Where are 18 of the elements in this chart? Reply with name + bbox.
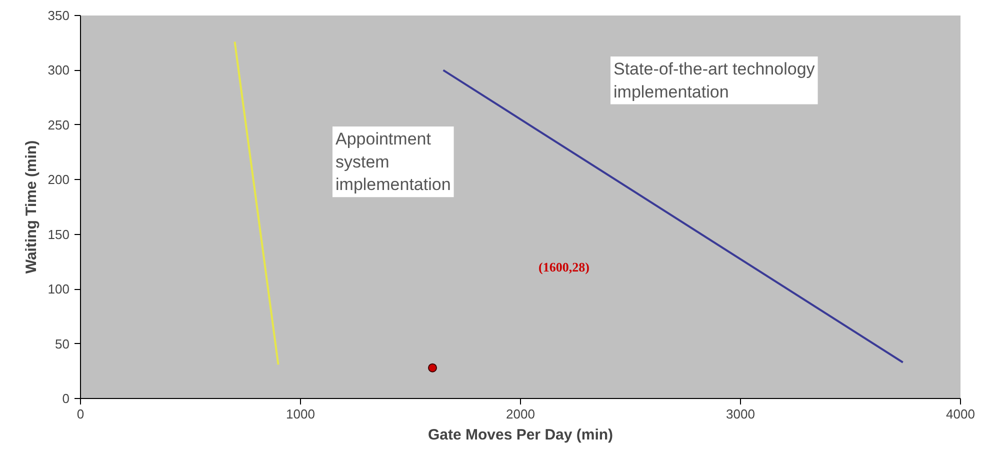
annotation: State-of-the-art technology implementation	[614, 60, 816, 102]
y-tick-label: 50	[55, 336, 70, 352]
x-tick-label: 4000	[946, 406, 975, 422]
y-tick-label: 0	[62, 391, 70, 406]
y-tick-label: 200	[48, 172, 70, 188]
x-tick-label: 3000	[726, 406, 755, 422]
y-axis-title: Waiting Time (min)	[22, 140, 40, 274]
x-axis-title: Gate Moves Per Day (min)	[428, 426, 614, 444]
x-tick-label: 1000	[286, 406, 315, 422]
y-tick-label: 150	[48, 226, 70, 242]
annotation: Appointment system implementation	[336, 130, 451, 194]
y-tick-label: 350	[48, 8, 70, 23]
annotation: (1600,28)	[538, 260, 590, 274]
y-tick-label: 250	[48, 117, 70, 132]
y-tick-label: 300	[48, 62, 70, 78]
x-tick-label: 0	[76, 406, 84, 422]
y-tick-label: 100	[48, 282, 70, 297]
x-tick-label: 2000	[506, 406, 535, 422]
